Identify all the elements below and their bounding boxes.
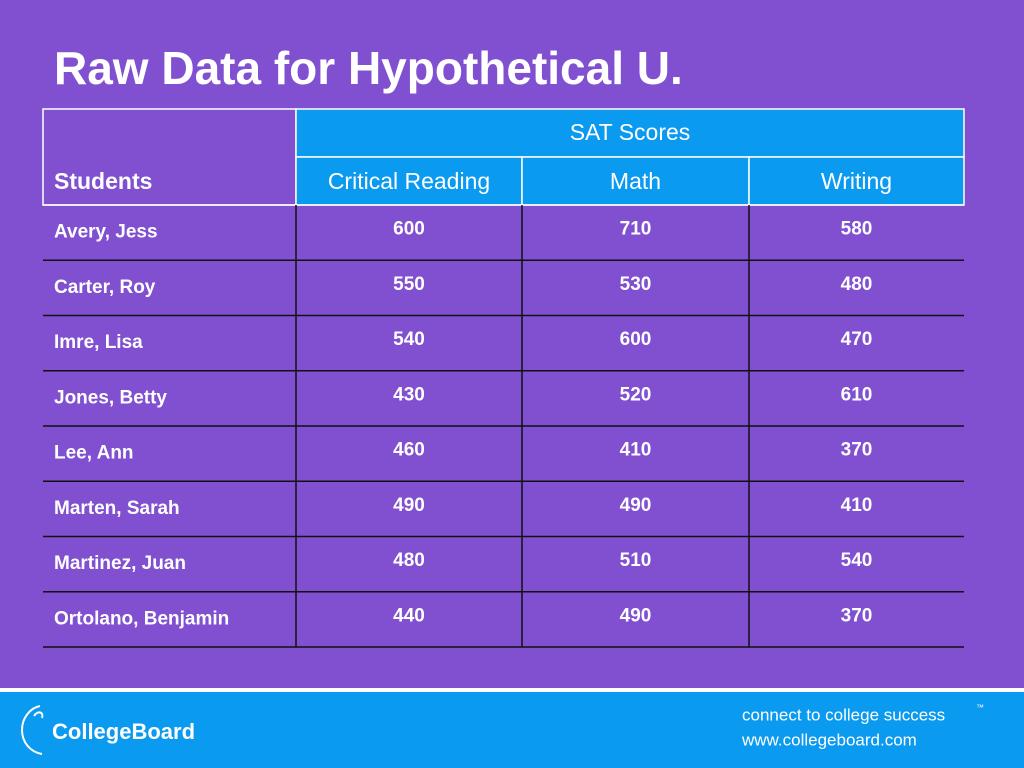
- score: 600: [620, 329, 652, 350]
- score: 510: [620, 550, 652, 571]
- score: 580: [841, 219, 873, 240]
- group-header: SAT Scores: [570, 119, 691, 145]
- score: 370: [841, 605, 873, 626]
- logo-text: CollegeBoard: [52, 719, 195, 744]
- column-header: Writing: [821, 168, 892, 194]
- tagline: connect to college success: [742, 705, 945, 724]
- score: 480: [393, 550, 425, 571]
- score: 430: [393, 384, 425, 405]
- footer-band: [0, 692, 1024, 768]
- score: 610: [841, 384, 873, 405]
- score: 490: [620, 605, 652, 626]
- score: 480: [841, 274, 873, 295]
- trademark: ™: [976, 703, 984, 712]
- column-header-cell: [748, 156, 965, 206]
- score: 550: [393, 274, 425, 295]
- student-name: Jones, Betty: [54, 387, 167, 408]
- row-header-cell: [42, 108, 297, 206]
- score: 540: [841, 550, 873, 571]
- score: 530: [620, 274, 652, 295]
- student-name: Martinez, Juan: [54, 553, 186, 574]
- score: 540: [393, 329, 425, 350]
- row-header: Students: [54, 168, 152, 194]
- score: 490: [393, 495, 425, 516]
- slide-title: Raw Data for Hypothetical U.: [54, 42, 683, 94]
- column-header: Math: [610, 168, 661, 194]
- student-name: Marten, Sarah: [54, 498, 180, 519]
- logo-icon: [20, 705, 44, 755]
- score: 410: [841, 495, 873, 516]
- score: 470: [841, 329, 873, 350]
- score: 490: [620, 495, 652, 516]
- student-name: Carter, Roy: [54, 277, 156, 298]
- score: 520: [620, 384, 652, 405]
- student-name: Ortolano, Benjamin: [54, 608, 229, 629]
- score: 710: [620, 219, 652, 240]
- score: 410: [620, 440, 652, 461]
- score: 440: [393, 605, 425, 626]
- student-name: Avery, Jess: [54, 222, 158, 243]
- score: 370: [841, 440, 873, 461]
- column-header: Critical Reading: [328, 168, 490, 194]
- student-name: Lee, Ann: [54, 443, 134, 464]
- score: 600: [393, 219, 425, 240]
- group-header-cell: [295, 108, 965, 158]
- footer-line: [0, 688, 1024, 692]
- score: 460: [393, 440, 425, 461]
- student-name: Imre, Lisa: [54, 332, 143, 353]
- url: www.collegeboard.com: [741, 730, 917, 749]
